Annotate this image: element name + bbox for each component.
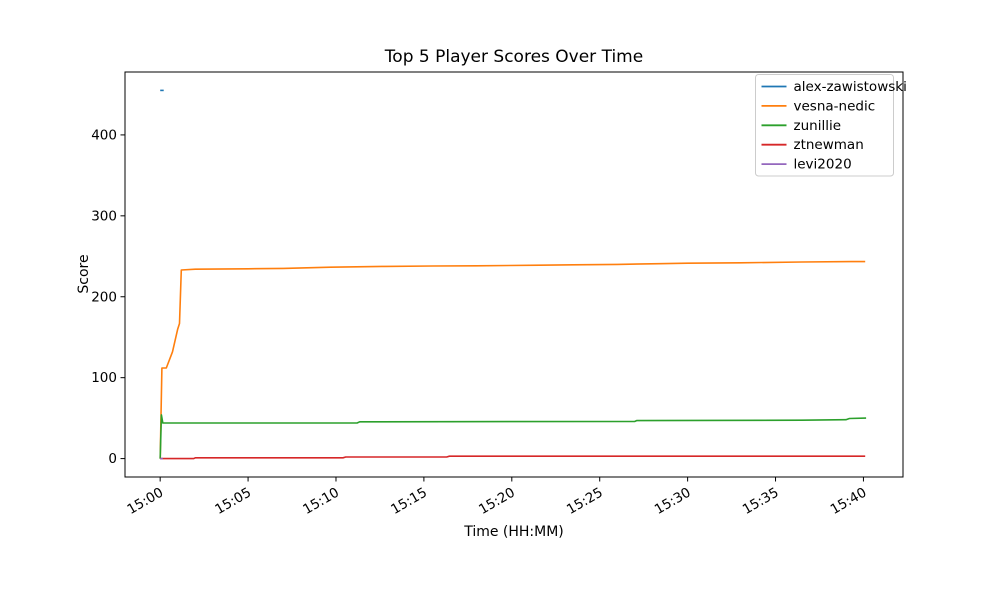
x-axis-label: Time (HH:MM) [463, 524, 564, 540]
series-line-vesna-nedic [159, 260, 866, 459]
series-line-zunillie [159, 414, 867, 459]
legend-label-alex-zawistowski: alex-zawistowski [794, 79, 907, 95]
legend-label-zunillie: zunillie [794, 118, 842, 134]
series-lines [159, 89, 867, 460]
y-tick-label: 400 [91, 127, 117, 143]
y-axis-label: Score [76, 254, 92, 293]
series-line-ztnewman [160, 455, 866, 460]
chart-title: Top 5 Player Scores Over Time [384, 47, 643, 67]
legend: alex-zawistowski vesna-nedic zunillie ztnew… [755, 74, 907, 177]
plot-area [124, 71, 904, 478]
y-tick-label: 200 [91, 289, 117, 305]
legend-label-levi2020: levi2020 [794, 157, 852, 173]
y-tick-label: 100 [91, 370, 117, 386]
y-tick-label: 300 [91, 208, 117, 224]
y-tick-label: 0 [108, 451, 117, 467]
legend-label-ztnewman: ztnewman [794, 137, 864, 153]
legend-label-vesna-nedic: vesna-nedic [794, 98, 876, 114]
legend-box [755, 74, 894, 177]
